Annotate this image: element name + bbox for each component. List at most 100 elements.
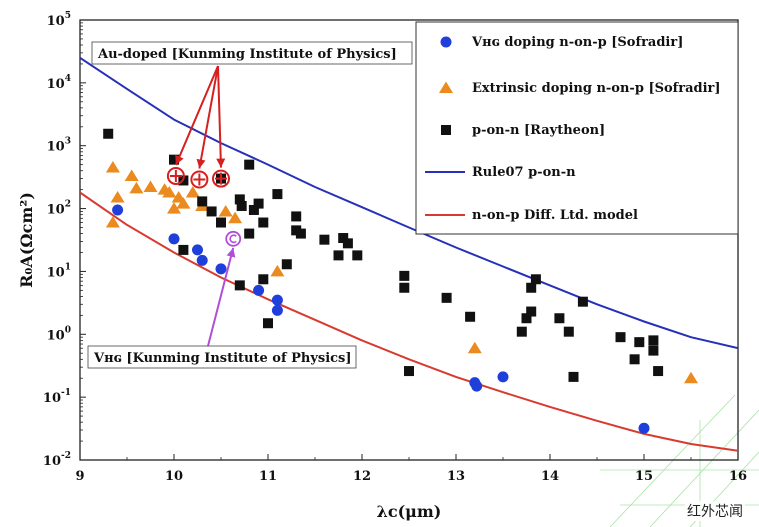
p-on-n-point	[526, 306, 537, 317]
au-doped-arrowhead	[175, 154, 184, 165]
p-on-n-point	[248, 204, 259, 215]
legend-swatch-extrinsic-doping	[439, 81, 453, 93]
y-tick-label: 105	[47, 11, 71, 29]
au-doped-marker	[166, 166, 185, 185]
p-on-n-point	[465, 311, 476, 322]
p-on-n-point	[634, 337, 645, 348]
x-tick-label: 12	[353, 469, 371, 484]
vhg-label-box	[87, 345, 357, 369]
au-doped-arrowhead	[196, 158, 206, 169]
p-on-n-point	[319, 234, 330, 245]
rule07-curve	[80, 56, 738, 350]
vhg-doping-point	[497, 371, 509, 383]
annotation-arrows	[174, 65, 236, 347]
legend-label-extrinsic-doping: Extrinsic doping n-on-p [Sofradir]	[472, 81, 721, 96]
p-on-n-point	[291, 211, 302, 222]
vhg-doping-point	[471, 380, 483, 392]
p-on-n-point	[253, 198, 264, 209]
p-on-n-point	[206, 206, 217, 217]
extrinsic-doping-point	[110, 191, 125, 203]
p-on-n-point	[530, 274, 541, 285]
p-on-n-point	[216, 217, 226, 228]
vhg-doping-point	[271, 304, 283, 316]
extrinsic-doping-point	[684, 371, 698, 384]
vhg-doping-point	[196, 254, 208, 266]
extrinsic-doping-point	[167, 202, 181, 214]
y-tick-label: 101	[47, 262, 71, 280]
vhg-annotation: Vʜɢ [Kunming Institute of Physics]	[87, 345, 357, 369]
p-on-n-point	[404, 366, 414, 377]
p-on-n-point	[568, 371, 579, 382]
vhg-kunming-marker	[225, 230, 242, 247]
legend: Vʜɢ doping n-on-p [Sofradir] Extrinsic d…	[415, 21, 739, 235]
y-tick-label: 100	[47, 325, 71, 343]
y-tick-label: 10-1	[43, 388, 71, 406]
p-on-n-point	[236, 200, 247, 211]
extrinsic-doping-point	[185, 186, 200, 198]
vhg-arrowhead	[226, 247, 236, 258]
au-doped-annotation: Au-doped [Kunming Institute of Physics]	[91, 41, 413, 65]
vhg-doping-point	[215, 263, 227, 275]
legend-swatch-p-on-n	[441, 125, 451, 135]
p-on-n-point	[258, 274, 269, 285]
au-doped-label: Au-doped [Kunming Institute of Physics]	[97, 47, 397, 62]
x-axis-label: λᴄ(μm)	[377, 502, 442, 521]
p-on-n-point	[263, 318, 273, 329]
p-on-n-point	[516, 326, 527, 337]
y-axis-ticks: 10-2 10-1 100 101 102 103 104 105	[43, 11, 86, 469]
extrinsic-doping-point	[124, 169, 139, 181]
p-on-n-point	[554, 313, 565, 324]
p-on-n-point	[526, 282, 537, 293]
y-tick-label: 103	[47, 137, 71, 155]
vhg-doping-point	[112, 204, 124, 216]
data-points	[103, 128, 698, 434]
p-on-n-point	[629, 354, 640, 365]
au-doped-arrow	[174, 65, 219, 166]
extrinsic-doping-point	[467, 341, 482, 354]
x-tick-label: 11	[259, 469, 277, 484]
y-tick-label: 102	[47, 200, 71, 218]
p-on-n-point	[333, 250, 344, 261]
au-doped-label-box	[91, 41, 413, 65]
legend-box	[415, 21, 739, 235]
x-tick-label: 15	[635, 469, 653, 484]
legend-label-rule07: Rule07 p-on-n	[472, 165, 576, 180]
p-on-n-point	[258, 217, 269, 228]
p-on-n-point	[338, 233, 349, 244]
x-tick-label: 9	[75, 469, 84, 484]
p-on-n-point	[563, 326, 574, 337]
au-doped-marker	[190, 170, 209, 189]
watermark: 红外芯闻	[685, 501, 745, 521]
extrinsic-doping-point	[129, 181, 144, 194]
x-tick-label: 13	[447, 469, 465, 484]
p-on-n-point	[521, 313, 532, 324]
p-on-n-point	[352, 250, 363, 261]
extrinsic-doping-point	[228, 211, 243, 224]
p-on-n-point	[244, 159, 255, 170]
extrinsic-doping-point	[218, 204, 233, 217]
x-axis-ticks: 9 10 11 12 13 14 15 16	[75, 454, 747, 484]
legend-swatches	[425, 36, 465, 216]
p-on-n-point	[615, 332, 626, 343]
x-tick-label: 14	[541, 469, 559, 484]
x-tick-label: 16	[729, 469, 747, 484]
extrinsic-doping-point	[105, 161, 120, 173]
extrinsic-doping-point	[105, 216, 120, 228]
vhg-label: Vʜɢ [Kunming Institute of Physics]	[93, 351, 352, 366]
p-on-n-point	[577, 296, 588, 307]
vhg-doping-point	[638, 422, 650, 434]
legend-label-diff-ltd: n-on-p Diff. Ltd. model	[472, 208, 638, 223]
p-on-n-point	[399, 270, 410, 281]
p-on-n-point	[244, 228, 255, 239]
legend-swatch-vhg-doping	[440, 36, 452, 48]
extrinsic-doping-point	[270, 264, 285, 277]
extrinsic-doping-point	[143, 180, 158, 193]
au-doped-arrowhead	[216, 158, 226, 168]
p-on-n-point	[272, 189, 283, 200]
p-on-n-point	[169, 154, 179, 165]
p-on-n-point	[653, 366, 664, 377]
p-on-n-point	[648, 335, 659, 346]
p-on-n-point	[342, 238, 353, 249]
vhg-doping-point	[192, 244, 203, 256]
